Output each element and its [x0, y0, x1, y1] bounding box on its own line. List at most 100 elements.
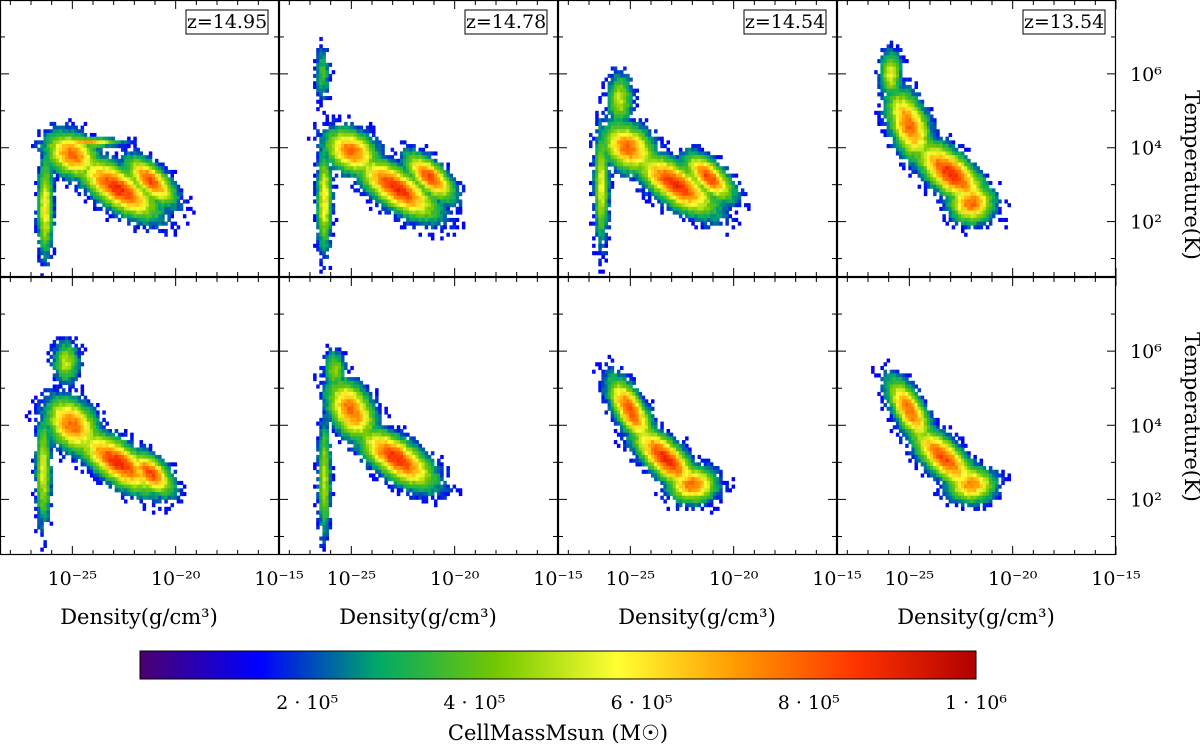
phase-cell — [651, 180, 655, 186]
phase-cell — [105, 462, 109, 467]
phase-cell — [372, 173, 376, 178]
phase-cell — [356, 169, 360, 174]
phase-cell — [951, 144, 956, 149]
phase-cell — [675, 192, 680, 197]
phase-cell — [359, 140, 364, 145]
phase-cell — [83, 399, 88, 404]
phase-cell — [458, 192, 463, 197]
phase-cell — [102, 155, 106, 160]
phase-cell — [589, 132, 593, 138]
phase-cell — [964, 210, 968, 215]
phase-cell — [80, 144, 85, 149]
phase-cell — [117, 188, 122, 193]
phase-cell — [660, 151, 664, 156]
phase-cell — [170, 495, 174, 500]
phase-cell — [155, 217, 159, 222]
phase-cell — [74, 432, 78, 437]
phase-cell — [663, 188, 667, 193]
phase-cell — [77, 184, 81, 189]
phase-cell — [440, 195, 444, 200]
phase-cell — [93, 421, 97, 426]
phase-cell — [945, 188, 949, 193]
phase-cell — [598, 269, 602, 274]
phase-cell — [973, 192, 977, 197]
phase-cell — [71, 384, 75, 389]
phase-cell — [148, 155, 153, 160]
phase-cell — [148, 451, 153, 456]
phase-cell — [620, 107, 624, 112]
phase-cell — [418, 221, 422, 226]
phase-cell — [43, 399, 47, 404]
phase-cell — [598, 96, 602, 101]
phase-cell — [120, 147, 125, 152]
phase-cell — [933, 192, 937, 197]
phase-cell — [685, 158, 689, 163]
phase-cell — [77, 410, 81, 415]
phase-cell — [341, 140, 345, 145]
phase-cell — [883, 51, 887, 56]
phase-cell — [120, 477, 125, 482]
phase-cell — [390, 184, 395, 189]
phase-cell — [908, 151, 912, 156]
phase-cell — [632, 166, 636, 171]
phase-cell — [458, 199, 463, 204]
phase-cell — [102, 169, 106, 174]
phase-cell — [65, 354, 69, 359]
phase-cell — [452, 221, 457, 226]
phase-cell — [46, 169, 50, 174]
phase-cell — [52, 351, 57, 356]
phase-cell — [319, 73, 323, 78]
phase-cell — [418, 166, 422, 171]
phase-cell — [124, 210, 128, 215]
phase-cell — [43, 173, 47, 178]
phase-cell — [372, 177, 376, 182]
phase-cell — [877, 81, 881, 86]
phase-cell — [316, 232, 320, 237]
phase-cell — [706, 199, 711, 204]
phase-cell — [883, 77, 887, 82]
phase-cell — [62, 340, 66, 345]
phase-cell — [359, 144, 364, 149]
phase-cell — [415, 155, 419, 160]
phase-cell — [933, 166, 937, 171]
phase-cell — [613, 70, 618, 75]
phase-cell — [629, 92, 633, 97]
phase-cell — [365, 188, 370, 193]
phase-cell — [37, 425, 41, 430]
phase-cell — [899, 55, 903, 60]
phase-cell — [709, 195, 714, 200]
phase-cell — [93, 425, 97, 430]
phase-cell — [117, 436, 122, 441]
phase-cell — [145, 228, 150, 234]
phase-cell — [660, 199, 664, 204]
phase-cell — [49, 480, 54, 485]
phase-cell — [331, 195, 336, 200]
phase-cell — [434, 206, 438, 211]
phase-cell — [65, 169, 69, 174]
phase-cell — [55, 410, 60, 415]
phase-cell — [58, 380, 63, 385]
phase-cell — [46, 188, 50, 193]
phase-cell — [936, 162, 940, 167]
phase-cell — [164, 480, 168, 485]
phase-cell — [713, 199, 717, 204]
phase-cell — [375, 169, 379, 174]
phase-cell — [654, 136, 658, 141]
phase-cell — [616, 121, 621, 126]
phase-cell — [86, 180, 91, 186]
phase-cell — [102, 195, 106, 200]
phase-cell — [40, 173, 44, 178]
phase-cell — [424, 210, 429, 215]
phase-cell — [130, 169, 134, 174]
phase-cell — [390, 169, 395, 174]
phase-cell — [942, 140, 946, 145]
phase-cell — [403, 147, 407, 152]
phase-cell — [920, 140, 925, 145]
phase-cell — [40, 391, 44, 397]
phase-cell — [328, 136, 333, 141]
phase-cell — [942, 184, 946, 189]
phase-cell — [316, 66, 320, 71]
phase-cell — [58, 169, 63, 174]
phase-cell — [99, 421, 103, 426]
phase-cell — [923, 169, 928, 174]
